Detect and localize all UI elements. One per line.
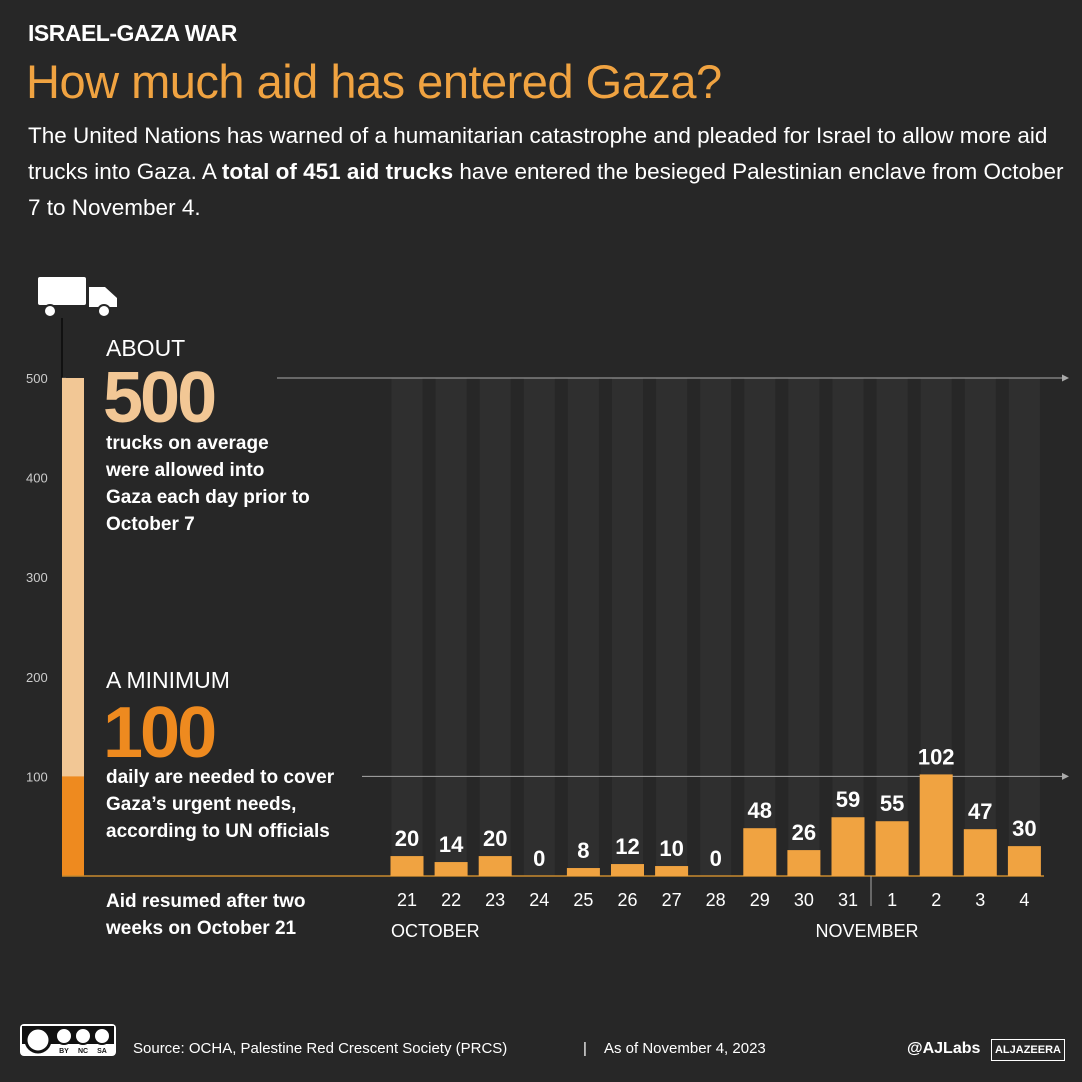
- value-label: 20: [395, 826, 419, 851]
- column-band: [700, 378, 732, 876]
- value-label: 26: [792, 820, 816, 845]
- separator: |: [583, 1040, 587, 1057]
- x-tick-label: 27: [662, 890, 682, 910]
- truck-icon: [38, 277, 117, 318]
- value-label: 20: [483, 826, 507, 851]
- date-note: As of November 4, 2023: [604, 1040, 766, 1057]
- value-label: 14: [439, 832, 464, 857]
- cc-badge: BY NC SA: [20, 1024, 116, 1056]
- column-band: [612, 378, 643, 876]
- x-tick-label: 22: [441, 890, 461, 910]
- reference-arrow: [1062, 374, 1069, 382]
- bar: [566, 868, 600, 876]
- column-band: [1008, 378, 1040, 876]
- reference-arrow: [1062, 772, 1069, 780]
- subtitle-text: The United Nations has warned of a human…: [28, 123, 1048, 184]
- reference-bar: [62, 378, 84, 876]
- value-label: 8: [577, 838, 589, 863]
- license-label: NC: [78, 1048, 88, 1055]
- value-label: 12: [615, 834, 639, 859]
- value-label: 0: [710, 846, 722, 871]
- bar: [1007, 846, 1041, 876]
- value-label: 30: [1012, 816, 1036, 841]
- bar: [963, 829, 997, 876]
- x-tick-label: 21: [397, 890, 417, 910]
- license-label: BY: [59, 1048, 69, 1055]
- bar: [831, 817, 865, 876]
- bar: [434, 862, 468, 876]
- y-tick-label: 400: [26, 471, 48, 486]
- column-band: [435, 378, 467, 876]
- reference-value: 100: [103, 693, 217, 773]
- column-band: [567, 378, 599, 876]
- subtitle-emphasis: total of 451 aid trucks: [221, 159, 454, 184]
- bar: [478, 856, 512, 876]
- column-band: [744, 378, 776, 876]
- column-band: [964, 378, 996, 876]
- x-tick-label: 28: [706, 890, 726, 910]
- bar: [390, 856, 424, 876]
- source: Source: OCHA, Palestine Red Crescent Soc…: [133, 1040, 508, 1057]
- reference-note: trucks on average were allowed into Gaza…: [106, 433, 310, 535]
- value-label: 0: [533, 846, 545, 871]
- month-label: NOVEMBER: [815, 921, 918, 941]
- bar: [787, 850, 821, 876]
- y-tick-label: 200: [26, 670, 48, 685]
- x-tick-label: 31: [838, 890, 858, 910]
- bar: [743, 828, 777, 876]
- column-band: [788, 378, 820, 876]
- value-label: 10: [659, 836, 683, 861]
- x-tick-label: 24: [529, 890, 549, 910]
- y-tick-label: 500: [26, 371, 48, 386]
- value-label: 47: [968, 799, 992, 824]
- credit: @AJLabs: [907, 1040, 981, 1057]
- column-band: [832, 378, 864, 876]
- reference-bar: [62, 776, 84, 876]
- y-tick-label: 300: [26, 570, 48, 585]
- x-tick-label: 29: [750, 890, 770, 910]
- column-band: [656, 378, 688, 876]
- bar: [611, 864, 644, 876]
- value-label: 102: [918, 744, 955, 769]
- x-tick-label: 30: [794, 890, 814, 910]
- kicker: ISRAEL-GAZA WAR: [28, 20, 237, 46]
- bar: [919, 774, 953, 876]
- x-tick-label: 25: [573, 890, 593, 910]
- reference-lead: A MINIMUM: [106, 667, 230, 693]
- x-tick-label: 26: [617, 890, 637, 910]
- value-label: 48: [748, 798, 772, 823]
- column-band: [391, 378, 423, 876]
- y-tick-label: 100: [26, 769, 48, 784]
- reference-value: 500: [103, 358, 217, 438]
- bar: [875, 821, 909, 876]
- value-label: 59: [836, 787, 860, 812]
- month-label: OCTOBER: [391, 921, 480, 941]
- reference-lead: ABOUT: [106, 335, 186, 361]
- subtitle-text: have entered the besieged Palestinian en…: [28, 159, 1064, 220]
- bar: [655, 866, 689, 876]
- x-tick-label: 3: [975, 890, 985, 910]
- license-label: SA: [97, 1048, 107, 1055]
- title: How much aid has entered Gaza?: [26, 55, 722, 108]
- column-band: [523, 378, 555, 876]
- column-band: [479, 378, 511, 876]
- subtitle: The United Nations has warned of a human…: [28, 118, 1068, 226]
- x-tick-label: 2: [931, 890, 941, 910]
- x-tick-label: 1: [887, 890, 897, 910]
- annotation: Aid resumed after two weeks on October 2…: [106, 891, 306, 939]
- value-label: 55: [880, 791, 904, 816]
- x-tick-label: 4: [1019, 890, 1029, 910]
- x-tick-label: 23: [485, 890, 505, 910]
- logo: ALJAZEERA: [991, 1039, 1065, 1061]
- reference-note: daily are needed to cover Gaza’s urgent …: [106, 767, 335, 842]
- column-band: [876, 378, 908, 876]
